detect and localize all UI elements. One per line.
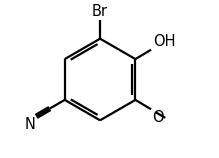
Text: O: O xyxy=(152,110,164,125)
Text: Br: Br xyxy=(92,4,108,19)
Text: OH: OH xyxy=(153,34,175,49)
Text: N: N xyxy=(25,117,35,132)
